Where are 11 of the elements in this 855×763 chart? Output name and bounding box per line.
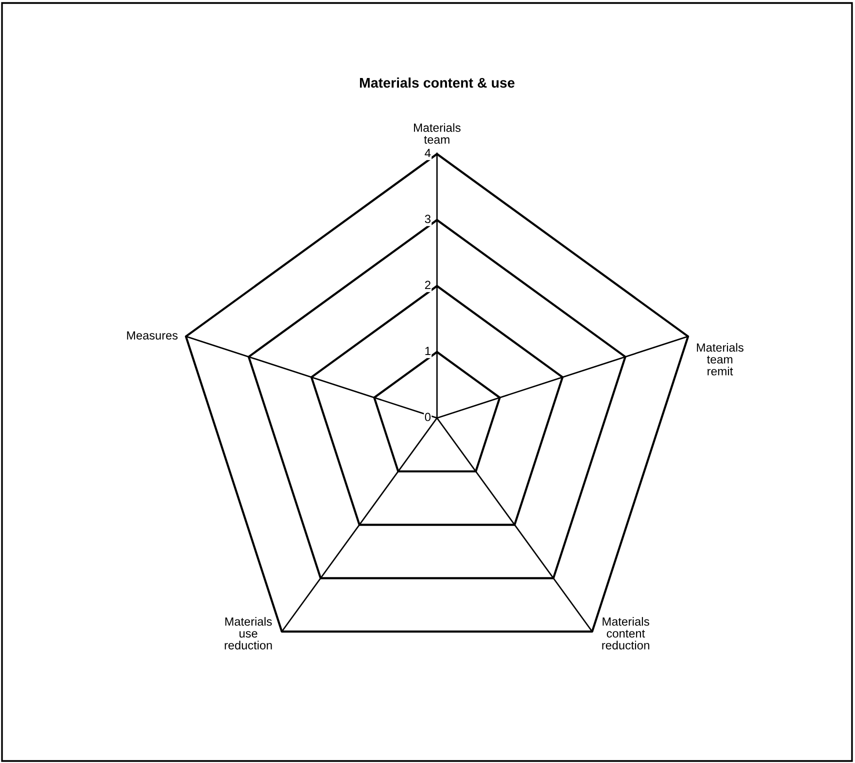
spoke-label: Materials content reduction — [602, 617, 650, 650]
spoke-label: Materials team remit — [696, 343, 744, 376]
y-tick-label: 4 — [424, 148, 431, 158]
spoke-label: Materials use reduction — [224, 617, 272, 650]
y-tick-label: 2 — [425, 280, 430, 290]
spoke-label: Measures — [127, 331, 178, 340]
spoke-label: Materials team — [414, 123, 461, 144]
y-tick-label: 0 — [424, 412, 431, 422]
chart-title: Materials content & use — [360, 78, 514, 88]
y-tick-label: 3 — [424, 214, 431, 224]
y-tick-label: 1 — [425, 346, 430, 356]
